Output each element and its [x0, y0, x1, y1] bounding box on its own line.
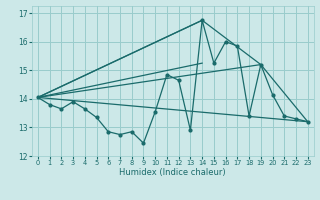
X-axis label: Humidex (Indice chaleur): Humidex (Indice chaleur): [119, 168, 226, 177]
